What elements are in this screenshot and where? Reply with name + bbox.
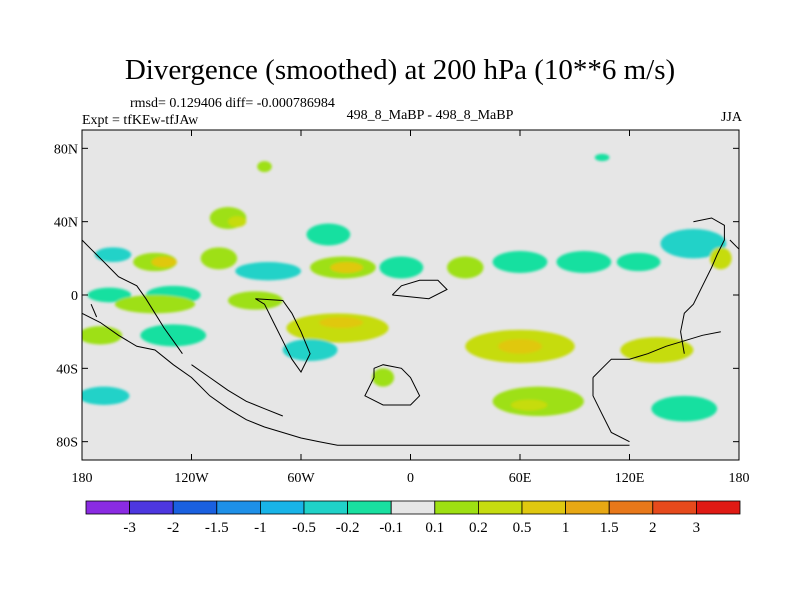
colorbar-swatch — [696, 500, 741, 515]
colorbar-swatch — [390, 500, 436, 515]
x-tick-label: 180 — [729, 471, 750, 486]
colorbar-label: -1 — [254, 520, 267, 536]
contour-blob — [709, 247, 732, 270]
y-tick-label: 80N — [54, 142, 78, 157]
contour-fields — [82, 153, 732, 422]
colorbar-label: 0.5 — [513, 520, 532, 536]
colorbar-label: 2 — [649, 520, 657, 536]
x-tick-label: 120E — [615, 471, 645, 486]
coastline — [82, 239, 183, 354]
contour-blob — [330, 262, 364, 273]
contour-blob — [235, 262, 301, 281]
contour-blob — [282, 339, 338, 361]
stats-line: rmsd= 0.129406 diff= -0.000786984 — [130, 96, 335, 111]
colorbar-swatch — [216, 500, 261, 515]
y-tick-label: 40S — [56, 362, 78, 377]
coastlines — [82, 217, 739, 446]
colorbar-swatch — [652, 500, 697, 515]
coastline — [729, 239, 739, 250]
season-label: JJA — [720, 110, 742, 125]
colorbar-swatch — [85, 500, 130, 515]
x-tick-label: 120W — [174, 471, 209, 486]
colorbar-swatch — [259, 500, 305, 515]
contour-blob — [257, 161, 272, 173]
contour-blob — [114, 295, 196, 314]
contour-blob — [306, 223, 351, 246]
colorbar-label: 1 — [562, 520, 570, 536]
contour-blob — [87, 287, 132, 303]
colorbar-swatch — [303, 500, 348, 515]
experiment-label: Expt = tfKEw-tfJAw — [82, 113, 199, 128]
coastline — [191, 364, 283, 417]
contour-blob — [651, 395, 718, 422]
contour-blob — [319, 317, 364, 328]
colorbar-label: -0.1 — [379, 520, 403, 536]
coastline — [255, 298, 311, 373]
y-tick-label: 40N — [54, 216, 78, 231]
coastline — [680, 217, 725, 354]
x-tick-label: 60E — [509, 471, 532, 486]
colorbar-swatch — [434, 500, 479, 515]
colorbar-swatch — [521, 500, 566, 515]
contour-blob — [660, 229, 727, 259]
colorbar-swatch — [477, 500, 523, 515]
contour-blob — [151, 256, 177, 268]
contour-blob — [200, 247, 238, 270]
x-tick-label: 180 — [72, 471, 93, 486]
colorbar-label: -1.5 — [205, 520, 229, 536]
case-names: 498_8_MaBP - 498_8_MaBP — [346, 108, 514, 123]
y-tick-label: 80S — [56, 436, 78, 451]
coastline — [391, 279, 448, 300]
colorbar-label: 3 — [693, 520, 701, 536]
contour-blob — [372, 368, 395, 387]
contour-blob — [447, 256, 484, 279]
coastline — [90, 304, 98, 318]
contour-blob — [492, 251, 548, 273]
contour-blob — [82, 326, 123, 345]
colorbar-label: -2 — [167, 520, 180, 536]
chart-title: Divergence (smoothed) at 200 hPa (10**6 … — [124, 54, 676, 86]
contour-blob — [594, 153, 610, 162]
coastline — [592, 377, 630, 443]
contour-blob — [94, 247, 132, 262]
x-tick-label: 60W — [287, 471, 315, 486]
contour-blob — [228, 216, 247, 228]
contour-blob — [228, 291, 283, 310]
x-axis: 180 120W 60W 0 60E 120E 180 — [72, 130, 750, 486]
y-axis: 80N 40N 0 40S 80S — [54, 142, 739, 451]
contour-blob — [286, 313, 389, 343]
contour-blob — [379, 256, 424, 279]
contour-blob — [82, 386, 130, 405]
contour-blob — [556, 251, 612, 273]
colorbar-label: 1.5 — [600, 520, 619, 536]
coastline — [364, 364, 421, 406]
colorbar-label: -3 — [123, 520, 136, 536]
colorbar-swatch — [608, 500, 654, 515]
contour-blob — [498, 339, 542, 354]
coastline — [592, 331, 721, 378]
colorbar-swatch — [129, 500, 174, 515]
colorbar-swatch — [347, 500, 392, 515]
coastline — [82, 312, 630, 446]
colorbar-label: 0.2 — [469, 520, 488, 536]
colorbar-swatch — [172, 500, 218, 515]
x-tick-label: 0 — [407, 471, 414, 486]
colorbar-label: -0.2 — [336, 520, 360, 536]
contour-blob — [140, 324, 207, 347]
colorbar-label: -0.5 — [292, 520, 316, 536]
y-tick-label: 0 — [71, 289, 78, 304]
colorbar: -3 -2 -1.5 -1 -0.5 -0.2 -0.1 0.1 0.2 0.5 1 1.5 2 3 — [85, 500, 741, 536]
colorbar-swatch — [565, 500, 610, 515]
colorbar-label: 0.1 — [425, 520, 444, 536]
contour-blob — [616, 252, 661, 272]
contour-blob — [510, 399, 548, 411]
